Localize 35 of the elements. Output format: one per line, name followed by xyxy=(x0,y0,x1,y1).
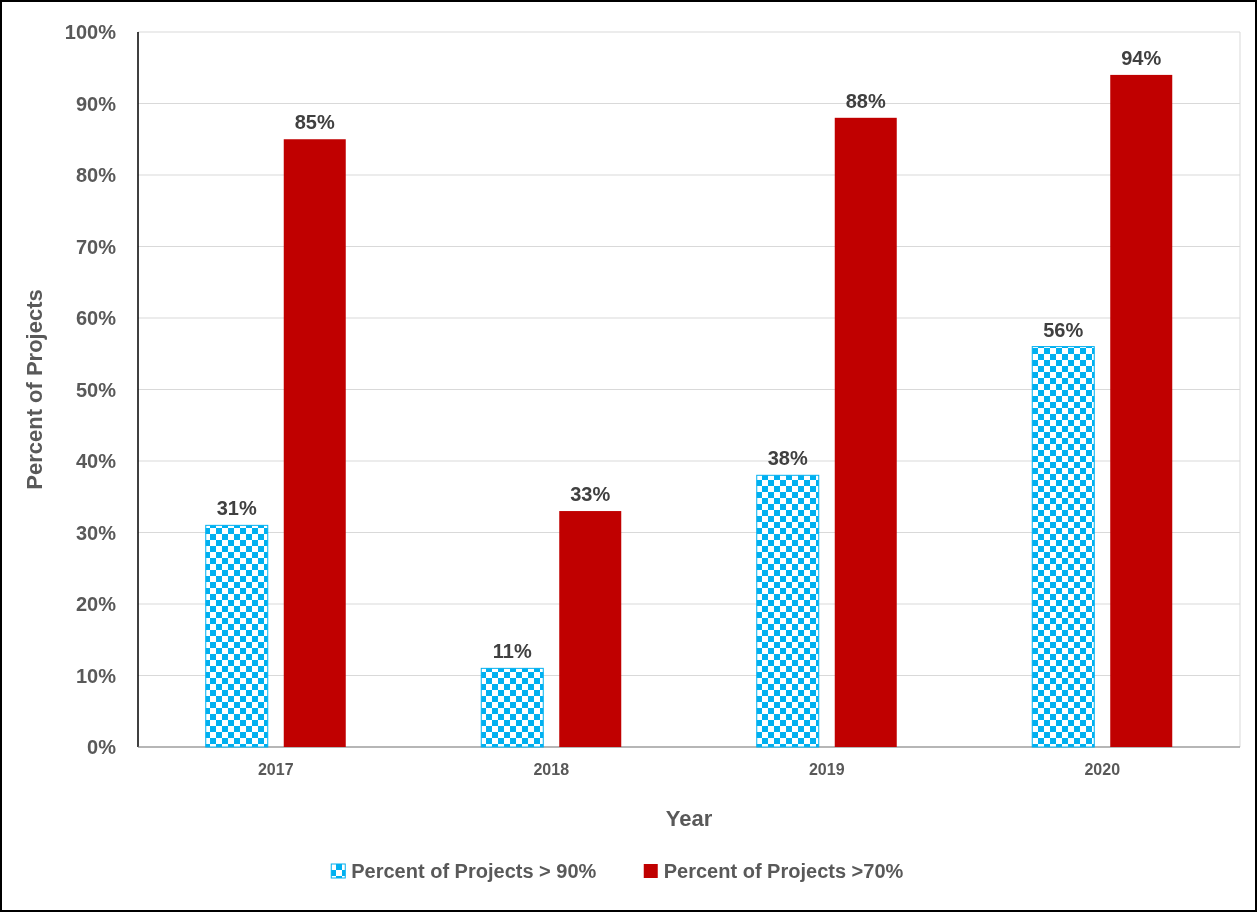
y-tick-label: 90% xyxy=(75,92,117,115)
data-label: 38% xyxy=(767,447,808,470)
y-tick-label: 40% xyxy=(75,450,117,472)
y-tick-label: 100% xyxy=(64,21,117,43)
legend-label: Percent of Projects > 90% xyxy=(351,860,597,882)
y-tick-label: 50% xyxy=(75,378,117,401)
bar xyxy=(1110,74,1173,747)
data-label: 56% xyxy=(1043,318,1084,341)
bar xyxy=(205,524,269,748)
bar xyxy=(480,667,544,748)
y-tick-label: 80% xyxy=(75,164,117,186)
data-label: 94% xyxy=(1121,46,1162,69)
x-tick-label: 2020 xyxy=(1084,761,1121,778)
data-label: 85% xyxy=(294,111,335,134)
x-tick-label: 2018 xyxy=(533,761,570,778)
bar xyxy=(283,139,346,747)
y-tick-label: 30% xyxy=(75,521,117,544)
x-tick-label: 2017 xyxy=(257,761,294,778)
y-tick-label: 20% xyxy=(75,593,117,615)
data-label: 88% xyxy=(845,89,886,112)
legend-label: Percent of Projects >70% xyxy=(663,860,904,882)
bar xyxy=(559,511,622,747)
y-tick-label: 60% xyxy=(75,307,117,329)
data-label: 33% xyxy=(570,483,611,506)
y-tick-label: 10% xyxy=(75,664,117,687)
x-axis-title: Year xyxy=(665,806,713,831)
y-tick-label: 0% xyxy=(87,736,117,758)
x-tick-label: 2019 xyxy=(808,761,845,778)
data-label: 31% xyxy=(216,497,257,520)
bar xyxy=(756,474,820,748)
data-label: 11% xyxy=(492,640,532,663)
y-tick-label: 70% xyxy=(75,235,117,258)
y-axis-title: Percent of Projects xyxy=(22,289,47,490)
bar xyxy=(1031,346,1095,748)
bar xyxy=(834,117,897,747)
